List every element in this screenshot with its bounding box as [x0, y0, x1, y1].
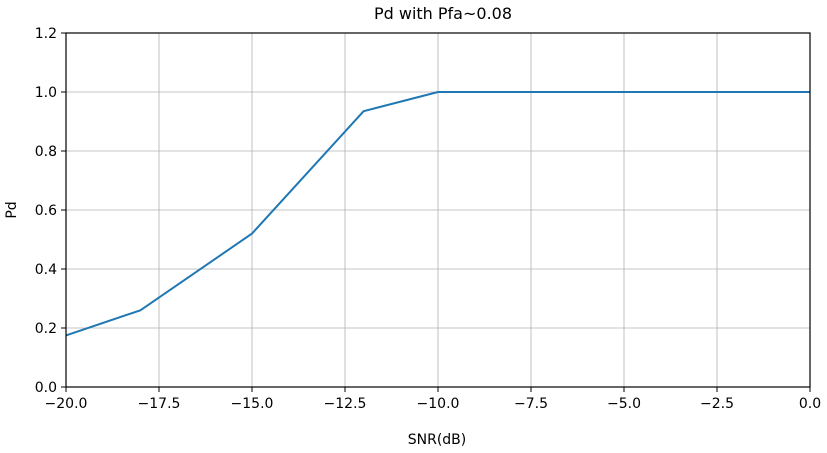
series-layer: [65, 91, 810, 337]
x-tick-label: −20.0: [45, 396, 88, 412]
x-tick-label: 0.0: [799, 396, 821, 412]
axis-ticks: −20.0 −17.5 −15.0 −12.5 −10.0 −7.5 −5.0 −2.5 0.0…: [35, 26, 821, 412]
x-axis-label: SNR(dB): [408, 432, 467, 448]
chart-title: Pd with Pfa~0.08: [374, 4, 512, 23]
x-tick-label: −5.0: [607, 396, 641, 412]
x-tick-label: −2.5: [700, 396, 734, 412]
x-tick-label: −7.5: [514, 396, 548, 412]
y-tick-label: 1.2: [35, 26, 57, 42]
grid-lines: [65, 32, 811, 388]
y-tick-label: 0.8: [35, 144, 57, 160]
y-tick-label: 1.0: [35, 85, 57, 101]
y-axis-label: Pd: [4, 201, 20, 218]
y-tick-label: 0.6: [35, 203, 57, 219]
x-tick-label: −15.0: [231, 396, 274, 412]
x-tick-label: −12.5: [324, 396, 367, 412]
series-line: [65, 91, 810, 337]
y-tick-label: 0.4: [35, 262, 57, 278]
y-tick-label: 0.2: [35, 321, 57, 337]
x-tick-label: −17.5: [138, 396, 181, 412]
x-tick-label: −10.0: [417, 396, 460, 412]
y-tick-label: 0.0: [35, 380, 57, 396]
